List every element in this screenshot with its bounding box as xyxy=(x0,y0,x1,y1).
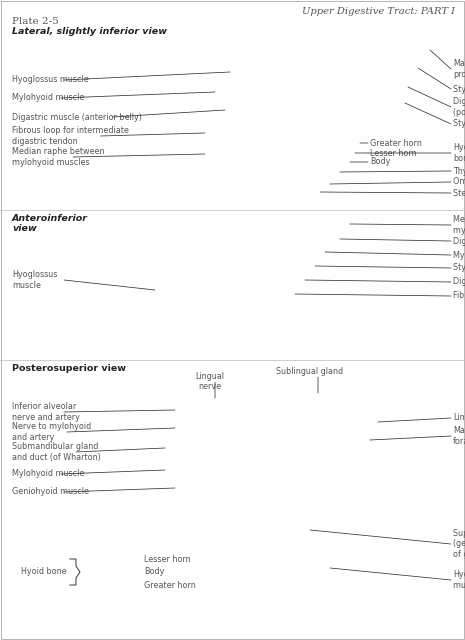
Text: Geniohyoid muscle: Geniohyoid muscle xyxy=(12,488,89,497)
Text: Upper Digestive Tract: PART I: Upper Digestive Tract: PART I xyxy=(302,7,455,16)
Text: Posterosuperior view: Posterosuperior view xyxy=(12,364,126,373)
Text: Styloid process: Styloid process xyxy=(453,84,465,93)
Text: Digastric muscle (anterior belly): Digastric muscle (anterior belly) xyxy=(453,237,465,246)
Text: Hyoglossus
muscle: Hyoglossus muscle xyxy=(12,270,57,290)
Text: Lesser horn: Lesser horn xyxy=(370,148,417,157)
Text: Superior mental spine
(genial tubercle) for origin
of genioglossus muscle: Superior mental spine (genial tubercle) … xyxy=(453,529,465,559)
Text: Plate 2-5: Plate 2-5 xyxy=(12,17,59,26)
Text: Stylohyoid muscle: Stylohyoid muscle xyxy=(453,120,465,129)
Text: Lateral, slightly inferior view: Lateral, slightly inferior view xyxy=(12,27,167,36)
Text: Sternohyoid muscle: Sternohyoid muscle xyxy=(453,189,465,198)
Text: Digastric muscle
(posterior belly): Digastric muscle (posterior belly) xyxy=(453,97,465,116)
Text: Mandibular
foramen: Mandibular foramen xyxy=(453,426,465,445)
Text: Anteroinferior
view: Anteroinferior view xyxy=(12,214,88,234)
Text: Stylohyoid muscle: Stylohyoid muscle xyxy=(453,264,465,273)
Text: Submandibular gland
and duct (of Wharton): Submandibular gland and duct (of Wharton… xyxy=(12,442,101,461)
Text: Hyoglossus muscle: Hyoglossus muscle xyxy=(12,76,89,84)
Text: Thyrohyoid muscle: Thyrohyoid muscle xyxy=(453,166,465,175)
Text: Fibrous loop for intermediate digastric tendon: Fibrous loop for intermediate digastric … xyxy=(453,291,465,301)
Text: Inferior alveolar
nerve and artery: Inferior alveolar nerve and artery xyxy=(12,403,80,422)
Text: Hyoglossus
muscle (cut): Hyoglossus muscle (cut) xyxy=(453,570,465,589)
Text: Mylohyoid muscle: Mylohyoid muscle xyxy=(12,470,84,479)
Text: Sublingual gland: Sublingual gland xyxy=(276,367,344,376)
Text: Lingual
nerve: Lingual nerve xyxy=(195,372,225,392)
Text: Fibrous loop for intermediate
digastric tendon: Fibrous loop for intermediate digastric … xyxy=(12,126,129,146)
Text: Mylohyoid muscle: Mylohyoid muscle xyxy=(12,93,84,102)
Text: Mastoid
process: Mastoid process xyxy=(453,60,465,79)
Text: Body: Body xyxy=(370,157,391,166)
Text: Omohyoid muscle: Omohyoid muscle xyxy=(453,177,465,186)
Text: Greater horn: Greater horn xyxy=(370,138,422,147)
Text: Digastric muscle (posterior belly): Digastric muscle (posterior belly) xyxy=(453,278,465,287)
Text: Lesser horn: Lesser horn xyxy=(144,554,191,563)
Text: Body: Body xyxy=(144,568,164,577)
Text: Greater horn: Greater horn xyxy=(144,582,196,591)
Text: Nerve to mylohyoid
and artery: Nerve to mylohyoid and artery xyxy=(12,422,91,442)
Text: Mylohyoid muscle: Mylohyoid muscle xyxy=(453,250,465,259)
Text: Median raphe between
mylohyoid muscles: Median raphe between mylohyoid muscles xyxy=(453,215,465,235)
Text: Hyoid bone: Hyoid bone xyxy=(21,568,67,577)
Text: Digastric muscle (anterior belly): Digastric muscle (anterior belly) xyxy=(12,113,142,122)
Text: Median raphe between
mylohyoid muscles: Median raphe between mylohyoid muscles xyxy=(12,147,105,166)
Text: Lingula: Lingula xyxy=(453,413,465,422)
Text: Hyoid
bone: Hyoid bone xyxy=(453,143,465,163)
